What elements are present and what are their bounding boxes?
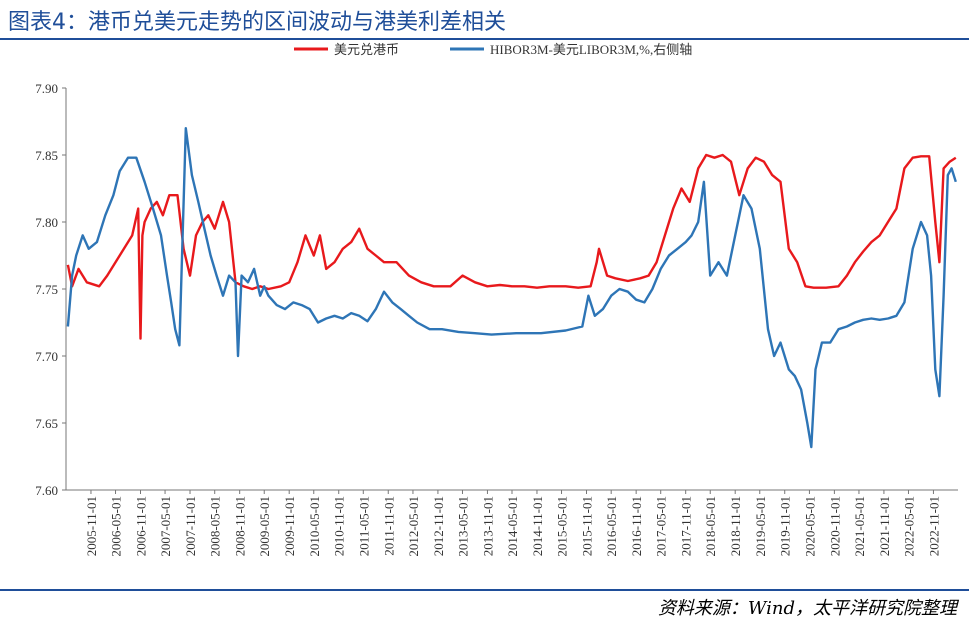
x-tick-label: 2014-11-01 (530, 496, 545, 556)
series-line-hkd (66, 153, 957, 340)
legend-label-hibor: HIBOR3M-美元LIBOR3M,%,右侧轴 (490, 42, 692, 57)
x-tick-label: 2006-11-01 (133, 496, 148, 556)
x-tick-label: 2007-05-01 (158, 496, 173, 557)
figure-title: 图表4：港币兑美元走势的区间波动与港美利差相关 (8, 10, 506, 35)
x-tick-label: 2008-05-01 (208, 496, 223, 557)
y-tick-label: 7.90 (35, 81, 58, 96)
x-tick-label: 2006-05-01 (109, 496, 124, 557)
legend-label-hkd: 美元兑港币 (334, 42, 399, 57)
x-tick-label: 2018-05-01 (703, 496, 718, 557)
x-tick-label: 2017-11-01 (679, 496, 694, 556)
axes: 7.90 7.85 7.80 7.75 7.70 7.65 7.60 2005-11-01 20… (35, 81, 958, 557)
x-tick-label: 2015-05-01 (555, 496, 570, 557)
source-note: 资料来源：Wind，太平洋研究院整理 (657, 598, 957, 619)
x-tick-label: 2012-11-01 (431, 496, 446, 556)
x-tick-label: 2012-05-01 (406, 496, 421, 557)
title-rule (0, 38, 969, 40)
x-tick-label: 2022-05-01 (901, 496, 916, 557)
x-tick-label: 2016-11-01 (629, 496, 644, 556)
x-tick-label: 2021-05-01 (852, 496, 867, 557)
x-tick-label: 2015-11-01 (579, 496, 594, 556)
y-tick-label: 7.65 (35, 416, 58, 431)
chart: 美元兑港币 HIBOR3M-美元LIBOR3M,%,右侧轴 7.907.857.… (35, 42, 958, 557)
x-tick-label: 2013-05-01 (455, 496, 470, 557)
x-tick-label: 2011-11-01 (381, 496, 396, 556)
x-tick-label: 2016-05-01 (604, 496, 619, 557)
x-tick-label: 2019-11-01 (778, 496, 793, 556)
x-tick-label: 2013-11-01 (480, 496, 495, 556)
y-tick-label: 7.75 (35, 282, 58, 297)
legend: 美元兑港币 HIBOR3M-美元LIBOR3M,%,右侧轴 (294, 42, 692, 57)
x-tick-label: 2020-11-01 (827, 496, 842, 556)
x-tick-label: 2005-11-01 (84, 496, 99, 556)
plot-area (66, 126, 957, 449)
x-tick-label: 2021-11-01 (877, 496, 892, 556)
x-tick-label: 2011-05-01 (356, 496, 371, 556)
x-tick-label: 2017-05-01 (654, 496, 669, 557)
source-rule (0, 589, 969, 591)
x-tick-label: 2007-11-01 (183, 496, 198, 556)
x-tick-label: 2010-05-01 (307, 496, 322, 557)
y-tick-label: 7.80 (35, 215, 58, 230)
y-tick-label: 7.70 (35, 349, 58, 364)
y-tick-label: 7.85 (35, 148, 58, 163)
x-tick-label: 2022-11-01 (926, 496, 941, 556)
x-tick-label: 2009-11-01 (282, 496, 297, 556)
x-tick-label: 2014-05-01 (505, 496, 520, 557)
y-tick-label: 7.60 (35, 483, 58, 498)
x-tick-label: 2019-05-01 (753, 496, 768, 557)
series-line-hibor (66, 126, 957, 449)
x-tick-label: 2020-05-01 (802, 496, 817, 557)
x-tick-label: 2010-11-01 (332, 496, 347, 556)
x-tick-label: 2008-11-01 (233, 496, 248, 556)
x-tick-label: 2018-11-01 (728, 496, 743, 556)
x-tick-label: 2009-05-01 (257, 496, 272, 557)
